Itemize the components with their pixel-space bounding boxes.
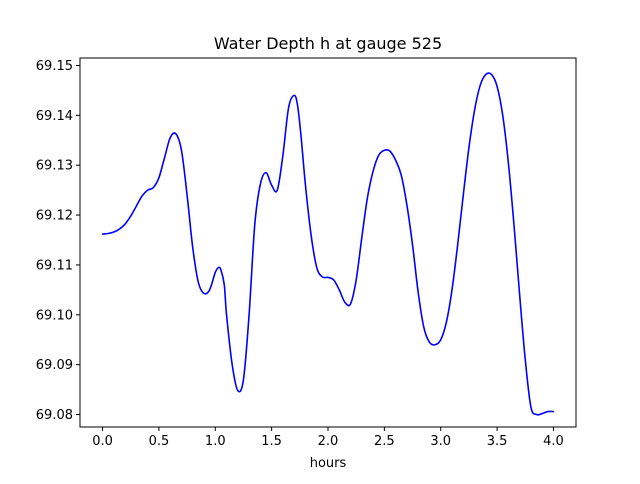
series-layer [101, 72, 555, 416]
x-axis-ticks: 0.0 0.5 1.0 1.5 2.0 2.5 3.0 3.5 4.0 [92, 427, 564, 449]
y-tick-label: 69.10 [36, 308, 73, 323]
x-tick-label: 2.0 [318, 434, 339, 449]
x-tick-label: 2.5 [374, 434, 395, 449]
y-tick-label: 69.15 [36, 59, 73, 74]
y-tick-label: 69.12 [36, 209, 73, 224]
x-tick-label: 1.0 [205, 434, 226, 449]
y-tick-label: 69.09 [36, 358, 73, 373]
series-line [101, 72, 555, 416]
x-tick-label: 0.5 [149, 434, 170, 449]
x-tick-label: 0.0 [92, 434, 113, 449]
x-tick-label: 4.0 [543, 434, 564, 449]
x-tick-label: 1.5 [261, 434, 282, 449]
y-tick-label: 69.08 [36, 408, 73, 423]
y-tick-label: 69.14 [36, 109, 73, 124]
y-tick-label: 69.13 [36, 159, 73, 174]
chart-title: Water Depth h at gauge 525 [214, 34, 442, 53]
y-tick-label: 69.11 [36, 258, 73, 273]
plot-area-frame [79, 57, 577, 428]
x-axis-label: hours [310, 456, 347, 471]
x-tick-label: 3.5 [487, 434, 508, 449]
x-tick-label: 3.0 [430, 434, 451, 449]
y-axis-ticks: 69.08 69.09 69.10 69.11 69.12 69.13 69.14 69.15 [36, 59, 80, 423]
